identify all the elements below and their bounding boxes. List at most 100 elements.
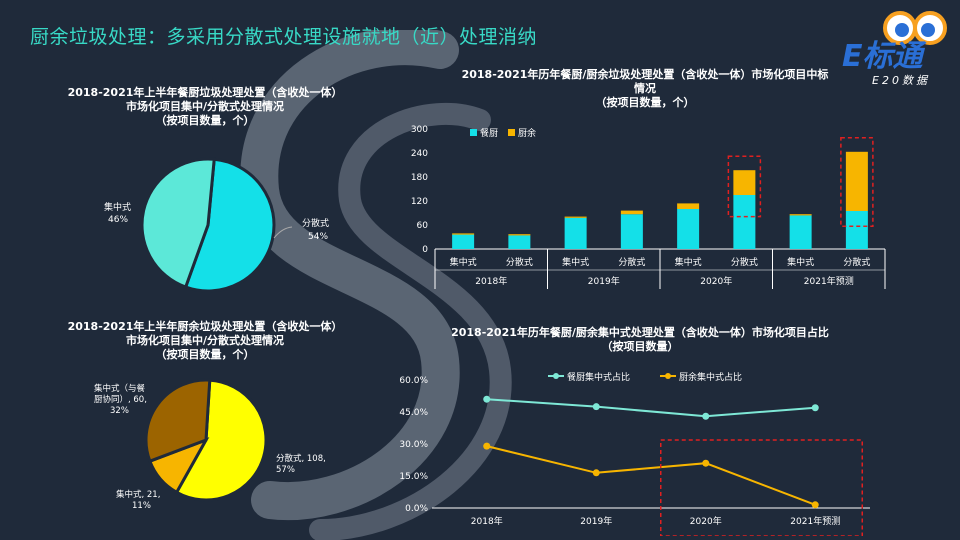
line-ytick-label: 15.0% bbox=[399, 472, 428, 482]
bar-ytick-label: 0 bbox=[422, 245, 428, 255]
bar-highlight-box bbox=[727, 155, 762, 218]
bar-segment bbox=[789, 214, 812, 216]
line-x-label: 2018年 bbox=[471, 515, 503, 527]
logo-text: E标通 bbox=[842, 39, 927, 74]
line-chart-title: 2018-2021年历年餐厨/厨余集中式处理处置（含收处一体）市场化项目占比 （… bbox=[430, 326, 850, 354]
bar-ytick-label: 120 bbox=[411, 197, 428, 207]
line-legend-label: 餐厨集中式占比 bbox=[567, 371, 630, 383]
line-point bbox=[592, 403, 600, 411]
pie2-title: 2018-2021年上半年厨余垃圾处理处置（含收处一体） 市场化项目集中/分散式… bbox=[40, 320, 370, 362]
bar-chart-title: 2018-2021年历年餐厨/厨余垃圾处理处置（含收处一体）市场化项目中标 情况… bbox=[440, 68, 850, 110]
bar-title-line: （按项目数量，个） bbox=[595, 96, 695, 109]
pie1-label: 集中式 bbox=[104, 201, 131, 213]
line-point bbox=[811, 404, 819, 412]
bar-segment bbox=[845, 211, 868, 249]
bar-segment bbox=[845, 151, 868, 211]
line-series bbox=[486, 445, 816, 506]
line-chart: 60.0% 45.0% 30.0% 15.0% 0.0% 2018年 2019年 2020年 2… bbox=[399, 371, 870, 536]
bar-group-label: 2020年 bbox=[700, 275, 732, 287]
bar-segment bbox=[620, 210, 643, 215]
bar-segment bbox=[677, 209, 700, 249]
bar-segment bbox=[789, 215, 812, 249]
line-point bbox=[702, 412, 710, 420]
bar-ytick-label: 180 bbox=[411, 173, 428, 183]
line-legend-marker bbox=[665, 373, 671, 379]
bar-segment bbox=[733, 195, 756, 249]
pie2-label: 57% bbox=[276, 465, 295, 475]
bar-ytick-label: 60 bbox=[417, 221, 429, 231]
pie2-label: 32% bbox=[110, 406, 129, 416]
bar-segment bbox=[564, 217, 587, 249]
bar-segment bbox=[677, 203, 700, 209]
line-legend-label: 厨余集中式占比 bbox=[679, 371, 742, 383]
bar-ytick-label: 240 bbox=[411, 149, 428, 159]
line-point bbox=[702, 459, 710, 467]
pie1-slice bbox=[140, 157, 216, 290]
pie1-percent: 54% bbox=[308, 232, 328, 242]
bar-segment bbox=[508, 235, 531, 249]
line-title-line: 2018-2021年历年餐厨/厨余集中式处理处置（含收处一体）市场化项目占比 bbox=[451, 326, 829, 339]
bar-segment bbox=[564, 216, 587, 218]
bar-segment bbox=[733, 170, 756, 195]
bar-category-label: 集中式 bbox=[787, 256, 814, 268]
bar-category-label: 分散式 bbox=[618, 256, 645, 268]
line-x-label: 2021年预测 bbox=[790, 515, 840, 527]
pie1-title: 2018-2021年上半年餐厨垃圾处理处置（含收处一体） 市场化项目集中/分散式… bbox=[40, 86, 370, 128]
line-legend-marker bbox=[553, 373, 559, 379]
line-highlight-box bbox=[660, 439, 863, 536]
slide-title: 厨余垃圾处理：多采用分散式处理设施就地（近）处理消纳 bbox=[30, 26, 538, 48]
pie1-label: 分散式 bbox=[302, 217, 329, 229]
pie1-leader bbox=[273, 226, 293, 239]
bar-group-label: 2018年 bbox=[475, 275, 507, 287]
pie2-label: 集中式, 21, bbox=[116, 489, 160, 500]
bar-group-label: 2021年预测 bbox=[804, 275, 854, 287]
bar-title-line: 情况 bbox=[634, 82, 656, 95]
bar-category-label: 集中式 bbox=[562, 256, 589, 268]
pie2-slice bbox=[174, 378, 268, 502]
pie1-slice bbox=[183, 157, 276, 293]
bar-ytick-label: 300 bbox=[411, 125, 428, 135]
line-ytick-label: 0.0% bbox=[405, 504, 428, 514]
line-point bbox=[592, 469, 600, 477]
e20-logo: E标通 bbox=[832, 8, 952, 92]
bar-group-label: 2019年 bbox=[588, 275, 620, 287]
bar-legend-label: 厨余 bbox=[518, 127, 536, 139]
bar-segment bbox=[620, 214, 643, 249]
line-point bbox=[483, 395, 491, 403]
watermark-logo bbox=[240, 30, 512, 540]
logo-subtext: E20数据 bbox=[872, 74, 930, 87]
bar-category-label: 分散式 bbox=[506, 256, 533, 268]
line-ytick-label: 30.0% bbox=[399, 440, 428, 450]
pie1-percent: 46% bbox=[108, 215, 128, 225]
pie1-title-line: 2018-2021年上半年餐厨垃圾处理处置（含收处一体） bbox=[67, 86, 343, 99]
pie1-chart: 分散式 54% 集中式 46% bbox=[104, 157, 329, 293]
line-point bbox=[483, 442, 491, 450]
bar-category-label: 集中式 bbox=[450, 256, 477, 268]
bar-segment bbox=[452, 233, 475, 235]
pie2-slice bbox=[144, 378, 212, 464]
bar-chart: 300 240 180 120 60 0 集中式 分散式 集中式 分散式 集中式 分散式 集中式 分散式 2… bbox=[411, 125, 886, 289]
bar-highlight-box bbox=[840, 137, 874, 227]
line-ytick-label: 45.0% bbox=[399, 408, 428, 418]
line-point bbox=[811, 501, 819, 509]
line-ytick-label: 60.0% bbox=[399, 376, 428, 386]
pie2-label: 厨协同）, 60, bbox=[94, 394, 147, 405]
line-title-line: （按项目数量） bbox=[601, 340, 679, 353]
bar-legend-label: 餐厨 bbox=[480, 127, 498, 139]
bar-segment bbox=[452, 234, 475, 249]
pie2-label: 集中式（与餐 bbox=[94, 383, 146, 394]
bar-segment bbox=[508, 234, 531, 236]
line-series bbox=[486, 398, 816, 418]
line-x-label: 2020年 bbox=[690, 515, 722, 527]
bar-title-line: 2018-2021年历年餐厨/厨余垃圾处理处置（含收处一体）市场化项目中标 bbox=[461, 68, 829, 81]
pie1-title-line: 市场化项目集中/分散式处理情况 bbox=[125, 100, 285, 113]
bar-legend-swatch bbox=[470, 129, 477, 136]
pie1-title-line: （按项目数量，个） bbox=[155, 114, 255, 127]
line-x-label: 2019年 bbox=[580, 515, 612, 527]
bar-category-label: 集中式 bbox=[675, 256, 702, 268]
pie2-title-line: （按项目数量，个） bbox=[155, 348, 255, 361]
bar-category-label: 分散式 bbox=[731, 256, 758, 268]
bar-legend-swatch bbox=[508, 129, 515, 136]
bar-category-label: 分散式 bbox=[843, 256, 870, 268]
